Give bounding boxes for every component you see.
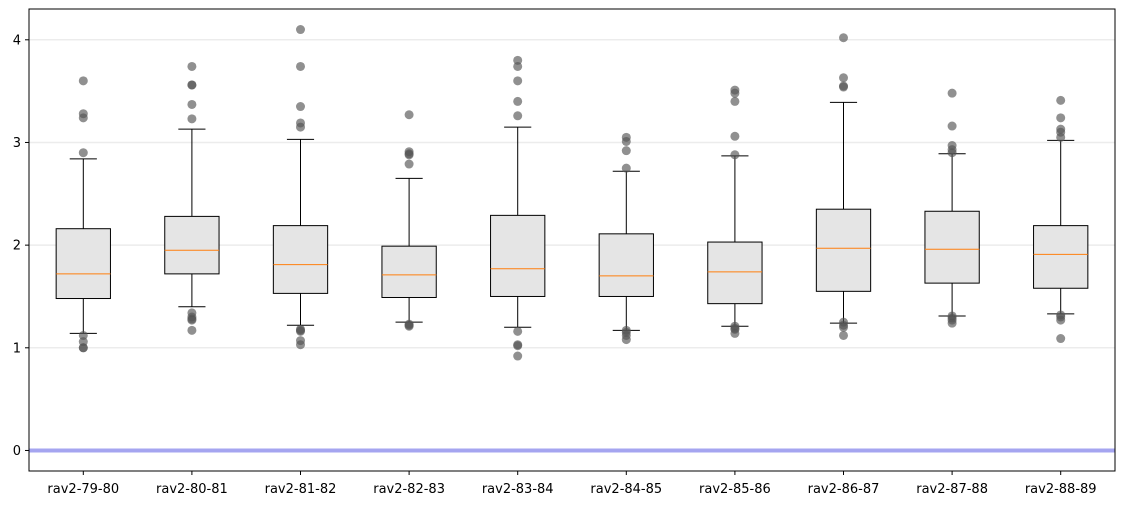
outlier-point <box>404 150 414 160</box>
box-rav2-84-85 <box>598 170 654 331</box>
outlier-point <box>78 343 88 353</box>
plot-frame <box>28 8 1116 472</box>
outlier-point <box>513 326 523 336</box>
outlier-point <box>621 136 631 146</box>
box-body <box>55 228 111 300</box>
outlier-point <box>1056 315 1066 325</box>
x-axis: rav2-79-80 rav2-80-81 rav2-81-82 rav2-82-83… <box>47 471 1097 497</box>
y-tick-label: 1 <box>13 341 21 356</box>
box-rav2-81-82 <box>272 138 329 326</box>
x-tick-label: rav2-79-80 <box>47 482 119 497</box>
outlier-point <box>513 96 523 106</box>
outlier-point <box>187 80 197 90</box>
outlier-point <box>1056 132 1066 142</box>
box-rav2-83-84 <box>490 126 546 328</box>
outlier-point <box>404 321 414 331</box>
outlier-point <box>296 25 305 35</box>
box-rav2-86-87 <box>815 101 872 324</box>
outlier-point <box>513 341 523 351</box>
outlier-point <box>839 33 848 43</box>
outlier-point <box>839 322 848 332</box>
box-body <box>381 245 437 298</box>
outlier-point <box>621 163 631 173</box>
outliers-layer <box>78 25 1066 361</box>
box-body <box>707 241 763 305</box>
outlier-point <box>513 351 523 361</box>
outlier-point <box>78 148 88 158</box>
box-rav2-80-81 <box>164 128 220 308</box>
x-tick-label: rav2-88-89 <box>1025 482 1097 497</box>
outlier-point <box>947 148 957 158</box>
outlier-point <box>404 110 414 120</box>
outlier-point <box>296 340 305 350</box>
x-tick-label: rav2-87-88 <box>916 482 988 497</box>
x-tick-label: rav2-85-86 <box>699 482 771 497</box>
outlier-point <box>621 335 631 345</box>
outlier-point <box>839 330 848 340</box>
outlier-point <box>513 61 523 71</box>
outlier-point <box>78 330 88 340</box>
box-body <box>272 225 329 294</box>
outlier-point <box>187 114 197 124</box>
outlier-point <box>404 159 414 169</box>
y-tick-label: 3 <box>13 136 21 151</box>
x-tick-label: rav2-81-82 <box>265 482 337 497</box>
outlier-point <box>1056 95 1066 105</box>
outlier-point <box>296 326 305 336</box>
box-body <box>815 208 872 292</box>
box-body <box>1033 225 1089 289</box>
outlier-point <box>187 99 197 109</box>
box-body <box>924 210 980 284</box>
x-tick-label: rav2-86-87 <box>808 482 880 497</box>
outlier-point <box>730 328 740 338</box>
box-body <box>490 214 546 297</box>
box-rav2-88-89 <box>1033 139 1089 315</box>
box-rav2-87-88 <box>924 153 980 317</box>
outlier-point <box>513 111 523 121</box>
outlier-point <box>730 96 740 106</box>
x-tick-label: rav2-83-84 <box>482 482 554 497</box>
box-rav2-85-86 <box>707 155 763 327</box>
outlier-point <box>947 121 957 131</box>
x-tick-label: rav2-80-81 <box>156 482 228 497</box>
outlier-point <box>839 82 848 92</box>
outlier-point <box>78 113 88 123</box>
y-tick-label: 4 <box>13 33 21 48</box>
y-tick-label: 0 <box>13 444 21 459</box>
outlier-point <box>839 73 848 83</box>
x-tick-label: rav2-84-85 <box>590 482 662 497</box>
outlier-point <box>187 61 197 71</box>
box-body <box>164 215 220 275</box>
outlier-point <box>78 76 88 86</box>
outlier-point <box>947 318 957 328</box>
outlier-point <box>947 88 957 98</box>
outlier-point <box>1056 334 1066 344</box>
y-tick-label: 2 <box>13 239 21 254</box>
outlier-point <box>621 146 631 156</box>
outlier-point <box>730 131 740 141</box>
outlier-point <box>296 102 305 112</box>
x-tick-label: rav2-82-83 <box>373 482 445 497</box>
outlier-point <box>187 315 197 325</box>
outlier-point <box>296 61 305 71</box>
outlier-point <box>513 55 523 65</box>
box-body <box>598 233 654 297</box>
outlier-point <box>730 88 740 98</box>
outlier-point <box>78 337 88 347</box>
outlier-point <box>513 76 523 86</box>
outlier-point <box>730 150 740 160</box>
outlier-point <box>1056 113 1066 123</box>
boxes-layer <box>55 101 1089 334</box>
outlier-point <box>296 122 305 132</box>
y-axis: 0 1 2 3 4 <box>13 33 29 459</box>
outlier-point <box>187 325 197 335</box>
box-rav2-82-83 <box>381 177 437 323</box>
box-rav2-79-80 <box>55 158 111 334</box>
